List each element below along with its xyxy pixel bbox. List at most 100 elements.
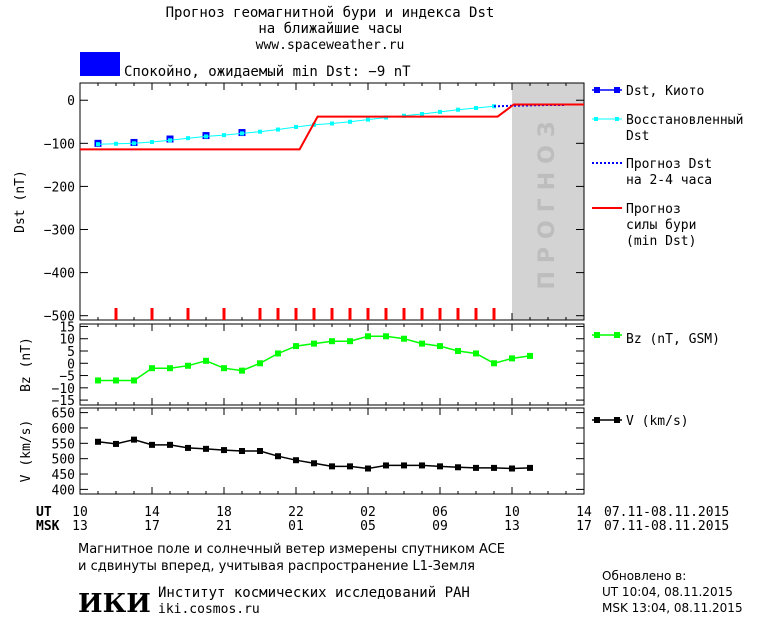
institute-url[interactable]: iki.cosmos.ru (158, 602, 260, 617)
footer-note-line1: Магнитное поле и солнечный ветер измерен… (78, 542, 505, 557)
bz-point (185, 362, 191, 369)
v-point (293, 457, 299, 464)
reconstructed-dst-point (204, 134, 208, 139)
msk-tick-label: 17 (144, 519, 160, 534)
v-frame (79, 407, 585, 495)
legend-reconstructed-label-1: Восстановленный (626, 113, 743, 128)
v-point (131, 436, 137, 443)
v-point (419, 462, 425, 469)
bz-point (347, 338, 353, 345)
v-y-tick-label: 450 (52, 468, 75, 483)
bz-y-tick-label: −5 (59, 370, 75, 385)
msk-tick-label: 13 (504, 519, 520, 534)
legend-storm-label-3: (min Dst) (626, 234, 696, 249)
v-point (257, 448, 263, 454)
legend-dst-kyoto-marker (614, 87, 620, 93)
legend-item-v: V (km/s) (592, 414, 689, 429)
ut-tick-label: 02 (360, 505, 376, 520)
v-point (95, 438, 101, 445)
msk-tick-label: 17 (576, 519, 592, 534)
reconstructed-dst-point (258, 129, 262, 134)
status-color-swatch (80, 52, 120, 76)
msk-tick-label: 01 (288, 519, 304, 534)
msk-tick-label: 21 (216, 519, 232, 534)
ut-axis-label: UT (36, 505, 52, 520)
reconstructed-dst-point (456, 107, 460, 112)
v-point (203, 445, 209, 452)
bz-point (221, 365, 227, 372)
bz-y-tick-label: 15 (59, 320, 75, 335)
reconstructed-dst-point (294, 124, 298, 129)
v-point (473, 464, 479, 471)
dst-panel: ПРОГНОЗ 0 −100 −200 −300 −400 −500 Dst (nT) (13, 82, 585, 325)
v-y-tick-label: 650 (52, 407, 75, 422)
bz-point (527, 352, 533, 359)
bz-point (203, 357, 209, 364)
reconstructed-dst-point (330, 121, 334, 126)
v-point (527, 464, 533, 471)
bz-point (473, 350, 479, 357)
dst-y-tick-label: −200 (44, 180, 75, 195)
bz-point (329, 338, 335, 345)
v-y-axis-label: V (km/s) (19, 420, 34, 483)
v-point (221, 447, 227, 454)
legend-reconstructed-marker (615, 117, 619, 121)
v-point (329, 463, 335, 470)
dst-y-tick-label: −100 (44, 137, 75, 152)
dst-y-axis-label: Dst (nT) (13, 170, 28, 233)
v-y-tick-label: 550 (52, 437, 75, 452)
storm-forecast-line (80, 103, 584, 151)
ut-tick-label: 06 (432, 505, 448, 520)
dst-y-tick-label: 0 (67, 94, 75, 109)
bz-point (257, 360, 263, 367)
bz-point (365, 333, 371, 340)
bz-point (311, 340, 317, 347)
bz-point (491, 360, 497, 367)
bz-point (383, 333, 389, 340)
msk-tick-label: 13 (72, 519, 88, 534)
bz-y-axis-label: Bz (nT) (19, 337, 34, 392)
legend-forecast-dst-label-1: Прогноз Dst (626, 157, 712, 172)
bz-frame (79, 323, 585, 406)
legend-item-reconstructed: Восстановленный Dst (592, 113, 743, 144)
institute-name: Институт космических исследований РАН (158, 585, 470, 601)
legend-dst-kyoto-marker (594, 87, 600, 93)
legend-item-bz: Bz (nT, GSM) (592, 332, 720, 347)
v-point (455, 464, 461, 471)
bz-point (275, 350, 281, 357)
legend-storm-label-1: Прогноз (626, 202, 681, 217)
reconstructed-dst-point (114, 141, 118, 146)
legend: Dst, Киото Восстановленный Dst Прогноз D… (592, 84, 743, 429)
forecast-zone (512, 83, 584, 320)
ut-tick-label: 14 (144, 505, 160, 520)
reconstructed-dst-point (438, 109, 442, 114)
v-point (311, 460, 317, 467)
status-text: Спокойно, ожидаемый min Dst: −9 nT (124, 64, 411, 80)
reconstructed-dst-point (366, 117, 370, 122)
v-point (437, 463, 443, 470)
v-point (347, 463, 353, 470)
dst-y-tick-label: −300 (44, 224, 75, 239)
ut-tick-label: 14 (576, 505, 592, 520)
v-point (185, 444, 191, 451)
bz-point (509, 355, 515, 362)
iki-logo: ИКИ (78, 589, 151, 619)
reconstructed-dst-point (150, 140, 154, 145)
legend-storm-label-2: силы бури (626, 218, 696, 233)
legend-forecast-dst-label-2: на 2-4 часа (626, 173, 712, 188)
v-point (401, 462, 407, 469)
v-point (509, 465, 515, 472)
legend-bz-marker (594, 332, 600, 338)
legend-reconstructed-label-2: Dst (626, 129, 649, 144)
reconstructed-dst-point (96, 142, 100, 147)
bz-point (131, 377, 137, 384)
v-point (491, 464, 497, 471)
reconstructed-dst-point (240, 131, 244, 136)
website-link[interactable]: www.spaceweather.ru (256, 38, 405, 53)
v-y-tick-label: 500 (52, 453, 75, 468)
legend-reconstructed-marker (594, 117, 598, 121)
v-y-tick-label: 400 (52, 483, 75, 498)
reconstructed-dst-point (348, 119, 352, 124)
